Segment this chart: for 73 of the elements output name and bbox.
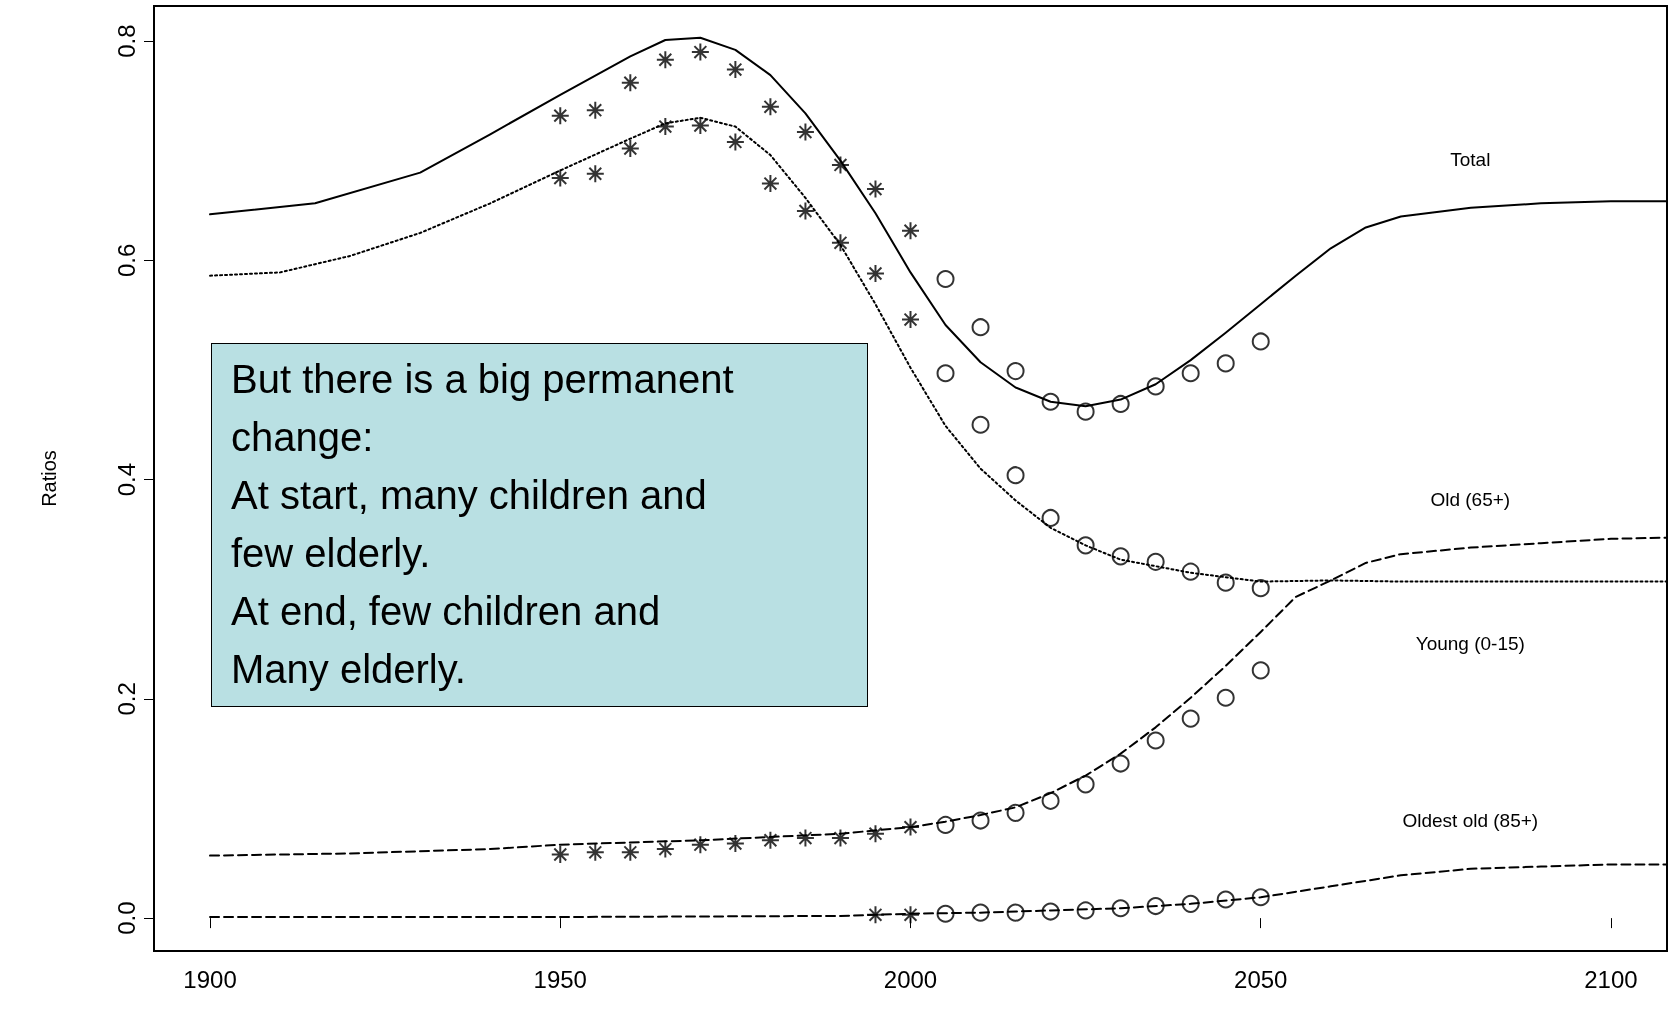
point bbox=[1216, 354, 1235, 373]
x-tick-label: 1900 bbox=[183, 965, 237, 993]
x-tick-label: 1950 bbox=[533, 965, 587, 993]
x-tick-label: 2050 bbox=[1234, 965, 1288, 993]
point bbox=[690, 42, 710, 62]
point bbox=[550, 106, 570, 126]
point bbox=[760, 830, 780, 850]
point bbox=[901, 905, 920, 925]
y-tick-label: 0.6 bbox=[112, 243, 140, 278]
y-tick-label: 0.0 bbox=[112, 901, 140, 935]
point bbox=[1251, 332, 1270, 351]
point bbox=[620, 842, 640, 862]
point bbox=[655, 839, 675, 859]
point bbox=[655, 117, 675, 137]
point bbox=[1076, 775, 1095, 794]
point bbox=[1006, 362, 1025, 381]
point bbox=[585, 164, 605, 184]
point bbox=[901, 817, 920, 837]
text: Young (0-15) bbox=[1415, 633, 1525, 655]
x-tick-label: 2100 bbox=[1584, 965, 1638, 993]
note-box: But there is a big permanent change: At start, many children and few elderly. At end, few children and Many elderly. bbox=[211, 343, 868, 707]
point bbox=[1216, 688, 1235, 707]
point bbox=[865, 263, 885, 283]
point bbox=[936, 269, 955, 288]
point bbox=[1251, 579, 1270, 598]
point bbox=[690, 835, 710, 855]
point bbox=[830, 828, 850, 848]
point bbox=[795, 828, 815, 848]
point bbox=[1146, 731, 1165, 750]
point bbox=[1146, 552, 1165, 571]
point bbox=[936, 364, 955, 383]
point bbox=[1041, 791, 1060, 810]
point bbox=[830, 233, 850, 253]
point bbox=[690, 116, 710, 135]
point bbox=[620, 139, 640, 159]
point bbox=[760, 174, 780, 194]
point bbox=[1181, 709, 1200, 728]
point bbox=[795, 122, 815, 142]
point bbox=[1076, 402, 1095, 421]
point bbox=[901, 310, 920, 330]
point bbox=[971, 811, 990, 830]
point bbox=[1251, 661, 1270, 680]
point bbox=[585, 100, 605, 120]
point bbox=[1216, 573, 1235, 592]
point bbox=[550, 845, 570, 865]
point bbox=[971, 318, 990, 337]
point bbox=[1111, 754, 1130, 773]
point bbox=[830, 155, 850, 175]
y-tick-label: 0.8 bbox=[112, 24, 140, 58]
point bbox=[971, 415, 990, 434]
point bbox=[1006, 803, 1025, 822]
point bbox=[865, 179, 885, 199]
point bbox=[655, 50, 675, 70]
point bbox=[725, 834, 745, 854]
point bbox=[1181, 364, 1200, 383]
x-tick-label: 2000 bbox=[883, 965, 938, 993]
y-tick-label: 0.2 bbox=[112, 682, 140, 716]
point bbox=[865, 824, 885, 844]
point bbox=[760, 97, 780, 117]
y-tick-label: 0.4 bbox=[112, 462, 140, 497]
point bbox=[620, 73, 640, 93]
point bbox=[795, 201, 815, 221]
point bbox=[585, 842, 605, 862]
point bbox=[901, 221, 920, 241]
series-label: Total bbox=[1450, 149, 1491, 171]
y-axis-title: Ratios bbox=[38, 450, 60, 507]
point bbox=[1041, 508, 1060, 527]
point bbox=[725, 60, 745, 80]
series-label: Old (65+) bbox=[1430, 489, 1511, 511]
series-label: Oldest old (85+) bbox=[1402, 810, 1539, 832]
point bbox=[550, 168, 570, 188]
point bbox=[1006, 466, 1025, 485]
point bbox=[725, 132, 745, 152]
